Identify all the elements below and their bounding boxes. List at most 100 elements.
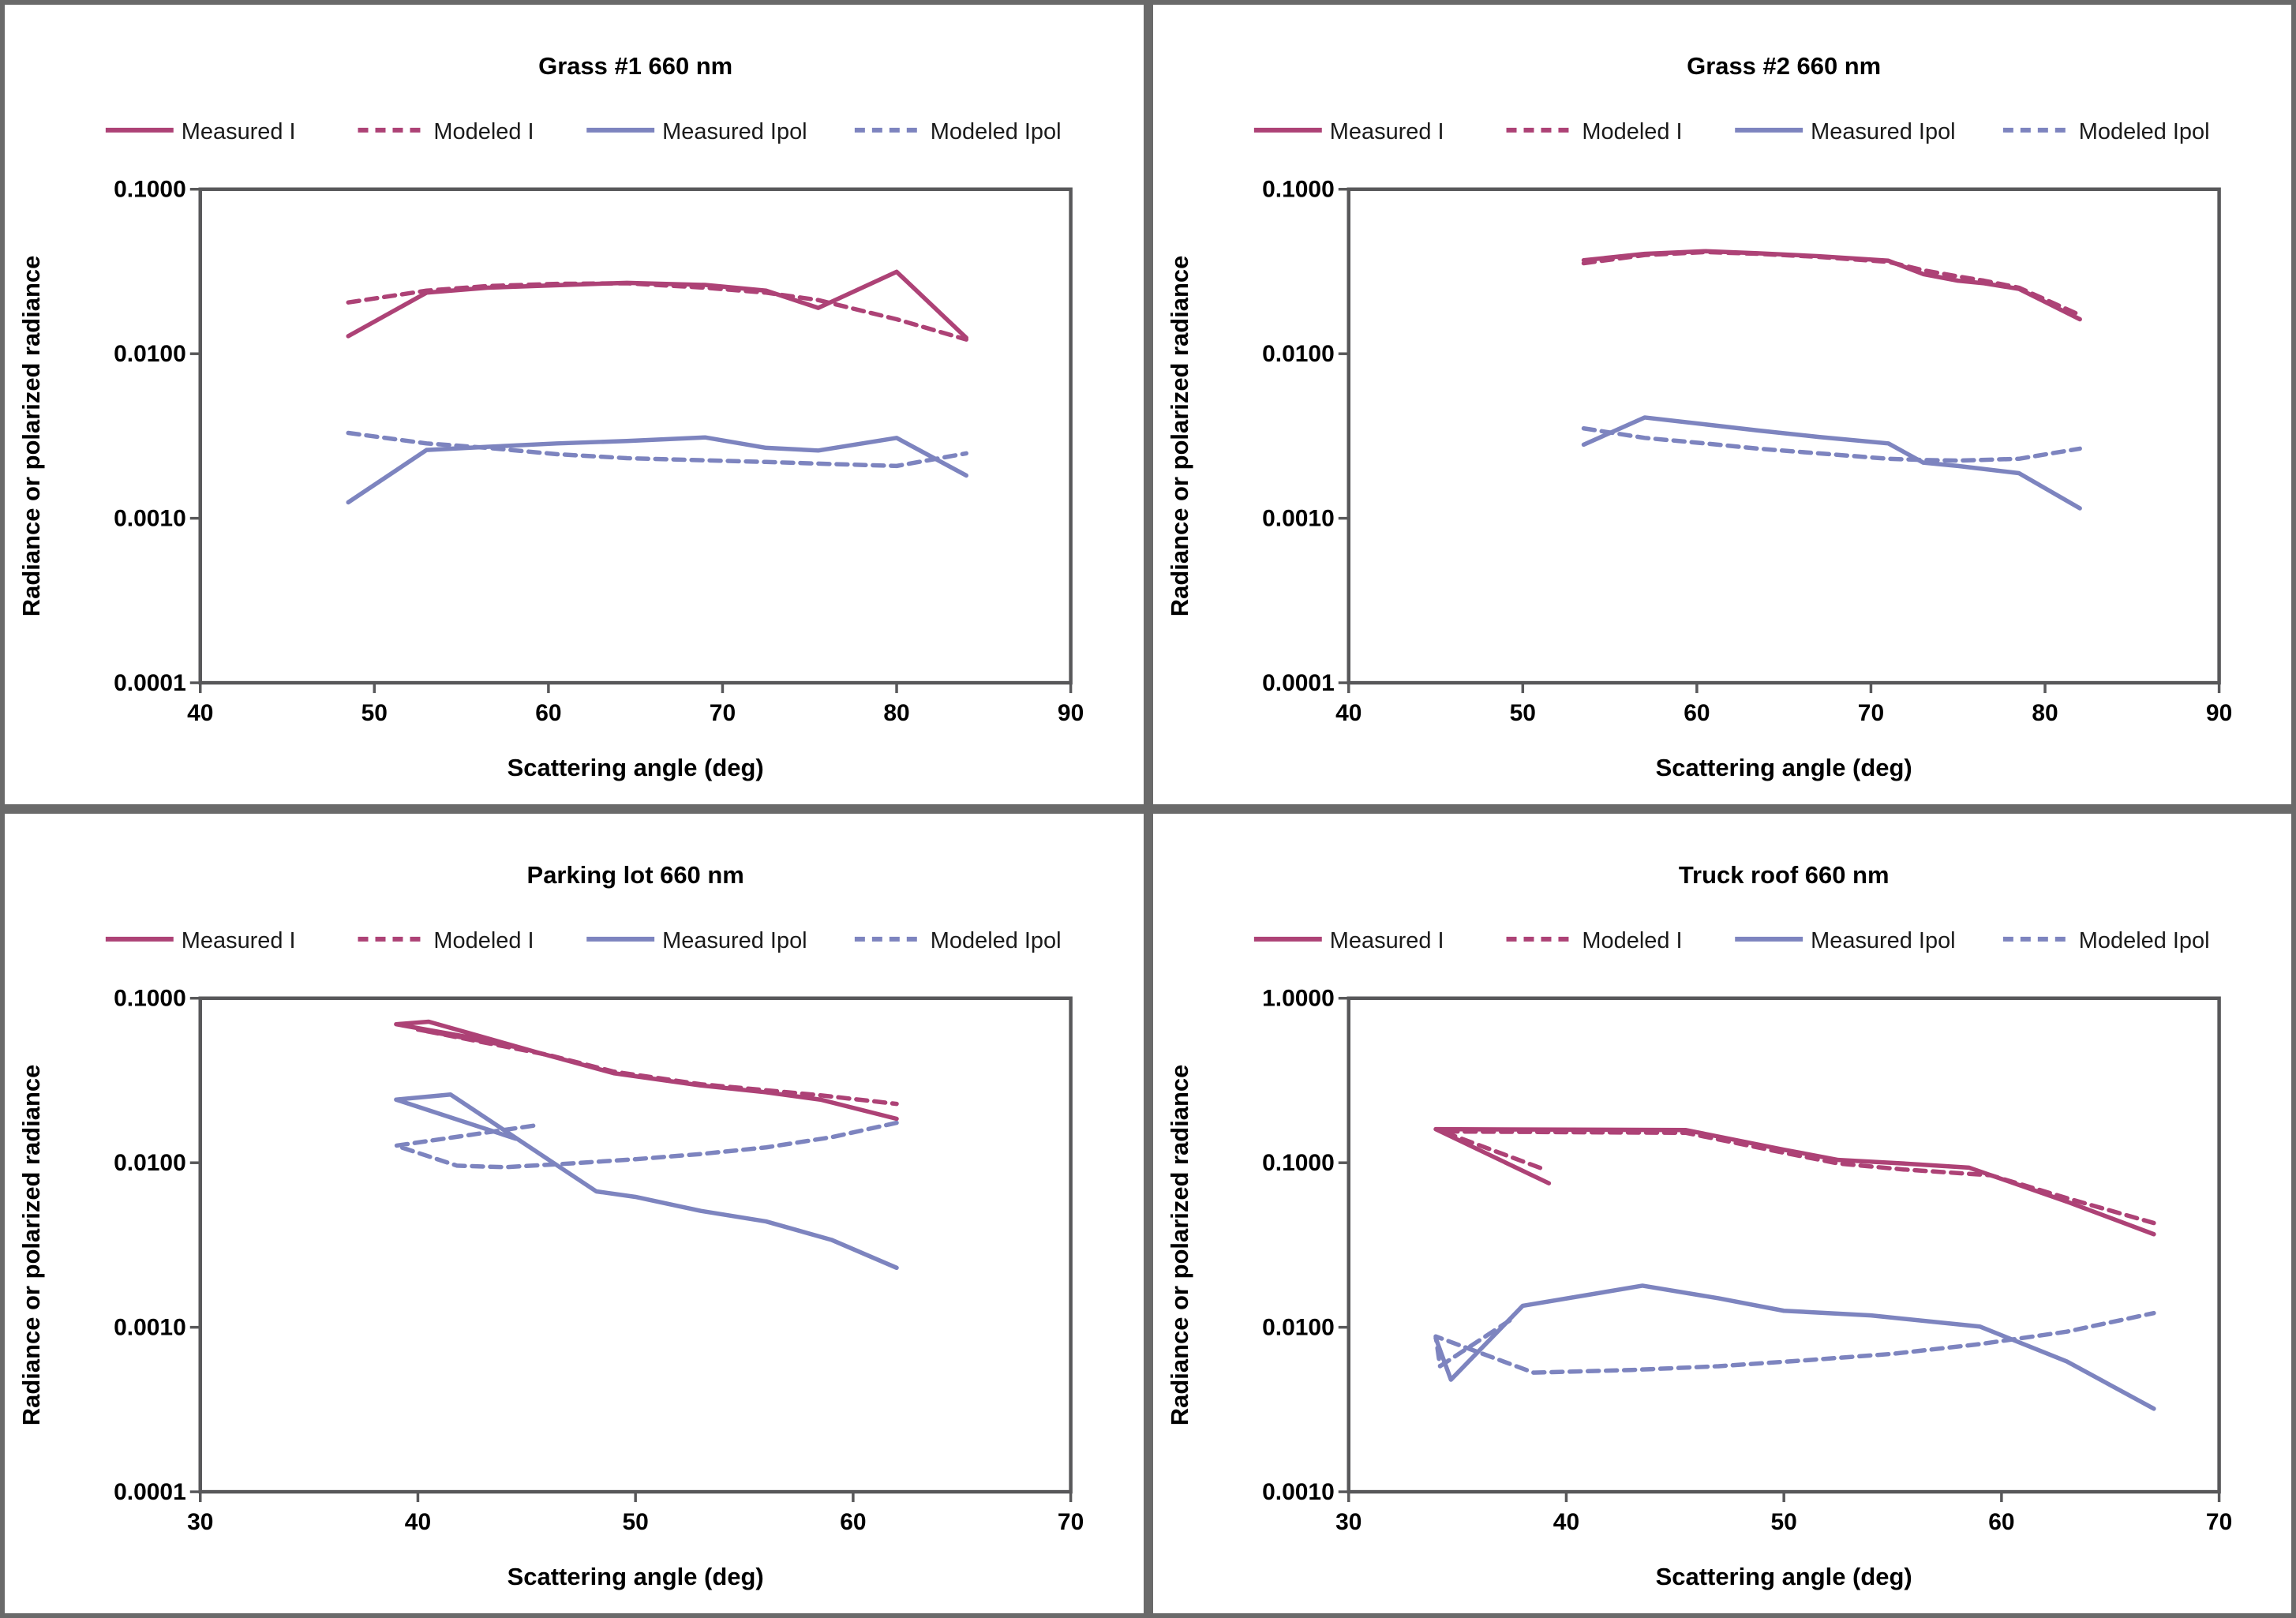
plot-box [200,189,1071,683]
series-line-measured-ipol [396,1095,897,1268]
chart-title: Grass #2 660 nm [1687,52,1881,80]
x-tick-label: 70 [2205,1509,2231,1535]
y-tick-label: 0.1000 [1262,177,1335,203]
x-tick-label: 70 [710,700,736,726]
x-tick-label: 50 [1770,1509,1796,1535]
legend-item: Modeled Ipol [2002,119,2209,144]
series-line-modeled-i [1583,252,2080,315]
x-tick-label: 90 [1058,700,1084,726]
legend-label: Measured I [1329,928,1444,953]
plot-box [1348,189,2219,683]
y-tick-label: 0.0100 [114,341,186,367]
x-tick-label: 40 [1553,1509,1579,1535]
x-tick-label: 50 [1509,700,1535,726]
y-tick-label: 0.0010 [114,1315,186,1341]
legend-item: Measured I [1253,119,1444,144]
legend-item: Modeled I [1506,928,1682,953]
y-tick-label: 0.0010 [1262,506,1335,532]
x-tick-label: 60 [535,700,561,726]
legend-item: Modeled I [358,119,534,144]
series-line-measured-ipol [1583,418,2080,508]
legend: Measured I Modeled I Measured Ipol Modeled … [106,928,1062,953]
legend-label: Modeled Ipol [2078,119,2209,144]
x-axis-title: Scattering angle (deg) [1655,1563,1912,1590]
y-tick-label: 0.1000 [1262,1150,1335,1176]
x-tick-label: 80 [2032,700,2058,726]
y-tick-label: 0.1000 [114,177,186,203]
legend-label: Modeled I [1582,928,1682,953]
series-line-measured-i [1436,1129,2154,1234]
y-tick-label: 1.0000 [1262,986,1335,1012]
legend-label: Measured I [182,119,296,144]
x-axis-title: Scattering angle (deg) [1655,754,1912,781]
x-tick-label: 30 [1335,1509,1361,1535]
x-axis-title: Scattering angle (deg) [508,1563,764,1590]
y-tick-label: 0.1000 [114,986,186,1012]
legend-label: Modeled Ipol [931,928,1062,953]
y-axis-title: Radiance or polarized radiance [1165,256,1193,617]
legend-item: Measured I [1253,928,1444,953]
series-line-modeled-i [418,1029,897,1103]
x-tick-label: 60 [1684,700,1710,726]
legend-item: Modeled Ipol [855,928,1062,953]
series-line-measured-ipol [1436,1286,2154,1409]
legend-label: Modeled Ipol [931,119,1062,144]
legend-label: Measured Ipol [662,928,807,953]
legend-label: Modeled I [433,119,534,144]
series-line-measured-ipol [348,437,966,502]
x-tick-label: 50 [361,700,388,726]
chart-title: Grass #1 660 nm [538,52,732,80]
x-tick-label: 50 [623,1509,649,1535]
series-line-modeled-ipol [396,1123,897,1167]
y-tick-label: 0.0100 [1262,1315,1335,1341]
legend-item: Modeled Ipol [2002,928,2209,953]
y-tick-label: 0.0100 [1262,341,1335,367]
y-axis-title: Radiance or polarized radiance [1165,1065,1193,1426]
legend-label: Measured I [182,928,296,953]
x-tick-label: 30 [187,1509,213,1535]
legend-label: Modeled I [1582,119,1682,144]
series-line-measured-i [348,272,966,338]
legend-item: Measured I [106,928,296,953]
x-tick-label: 90 [2205,700,2231,726]
legend-item: Measured Ipol [1735,119,1955,144]
series-line-modeled-i [1442,1132,2154,1223]
legend-label: Measured Ipol [1811,119,1955,144]
x-tick-label: 60 [840,1509,866,1535]
x-tick-label: 40 [1335,700,1361,726]
y-tick-label: 0.0010 [1262,1479,1335,1505]
y-tick-label: 0.0001 [114,670,186,696]
y-axis-title: Radiance or polarized radiance [17,256,45,617]
legend-item: Measured Ipol [586,928,807,953]
legend-item: Measured Ipol [1735,928,1955,953]
y-tick-label: 0.0100 [114,1150,186,1176]
x-axis-title: Scattering angle (deg) [508,754,764,781]
legend: Measured I Modeled I Measured Ipol Modeled … [1253,928,2209,953]
series-line-measured-i [396,1021,897,1118]
x-tick-label: 70 [1058,1509,1084,1535]
x-tick-label: 70 [1857,700,1883,726]
legend-item: Measured I [106,119,296,144]
chart-title: Parking lot 660 nm [527,861,744,889]
x-tick-label: 80 [883,700,909,726]
series-line-modeled-ipol [1583,429,2080,461]
series-line-modeled-ipol [1436,1313,2154,1373]
legend: Measured I Modeled I Measured Ipol Modeled … [1253,119,2209,144]
legend-item: Modeled Ipol [855,119,1062,144]
legend-item: Modeled I [358,928,534,953]
y-tick-label: 0.0001 [114,1479,186,1505]
legend-label: Modeled I [433,928,534,953]
x-tick-label: 40 [187,700,213,726]
legend-item: Modeled I [1506,119,1682,144]
x-tick-label: 40 [405,1509,431,1535]
